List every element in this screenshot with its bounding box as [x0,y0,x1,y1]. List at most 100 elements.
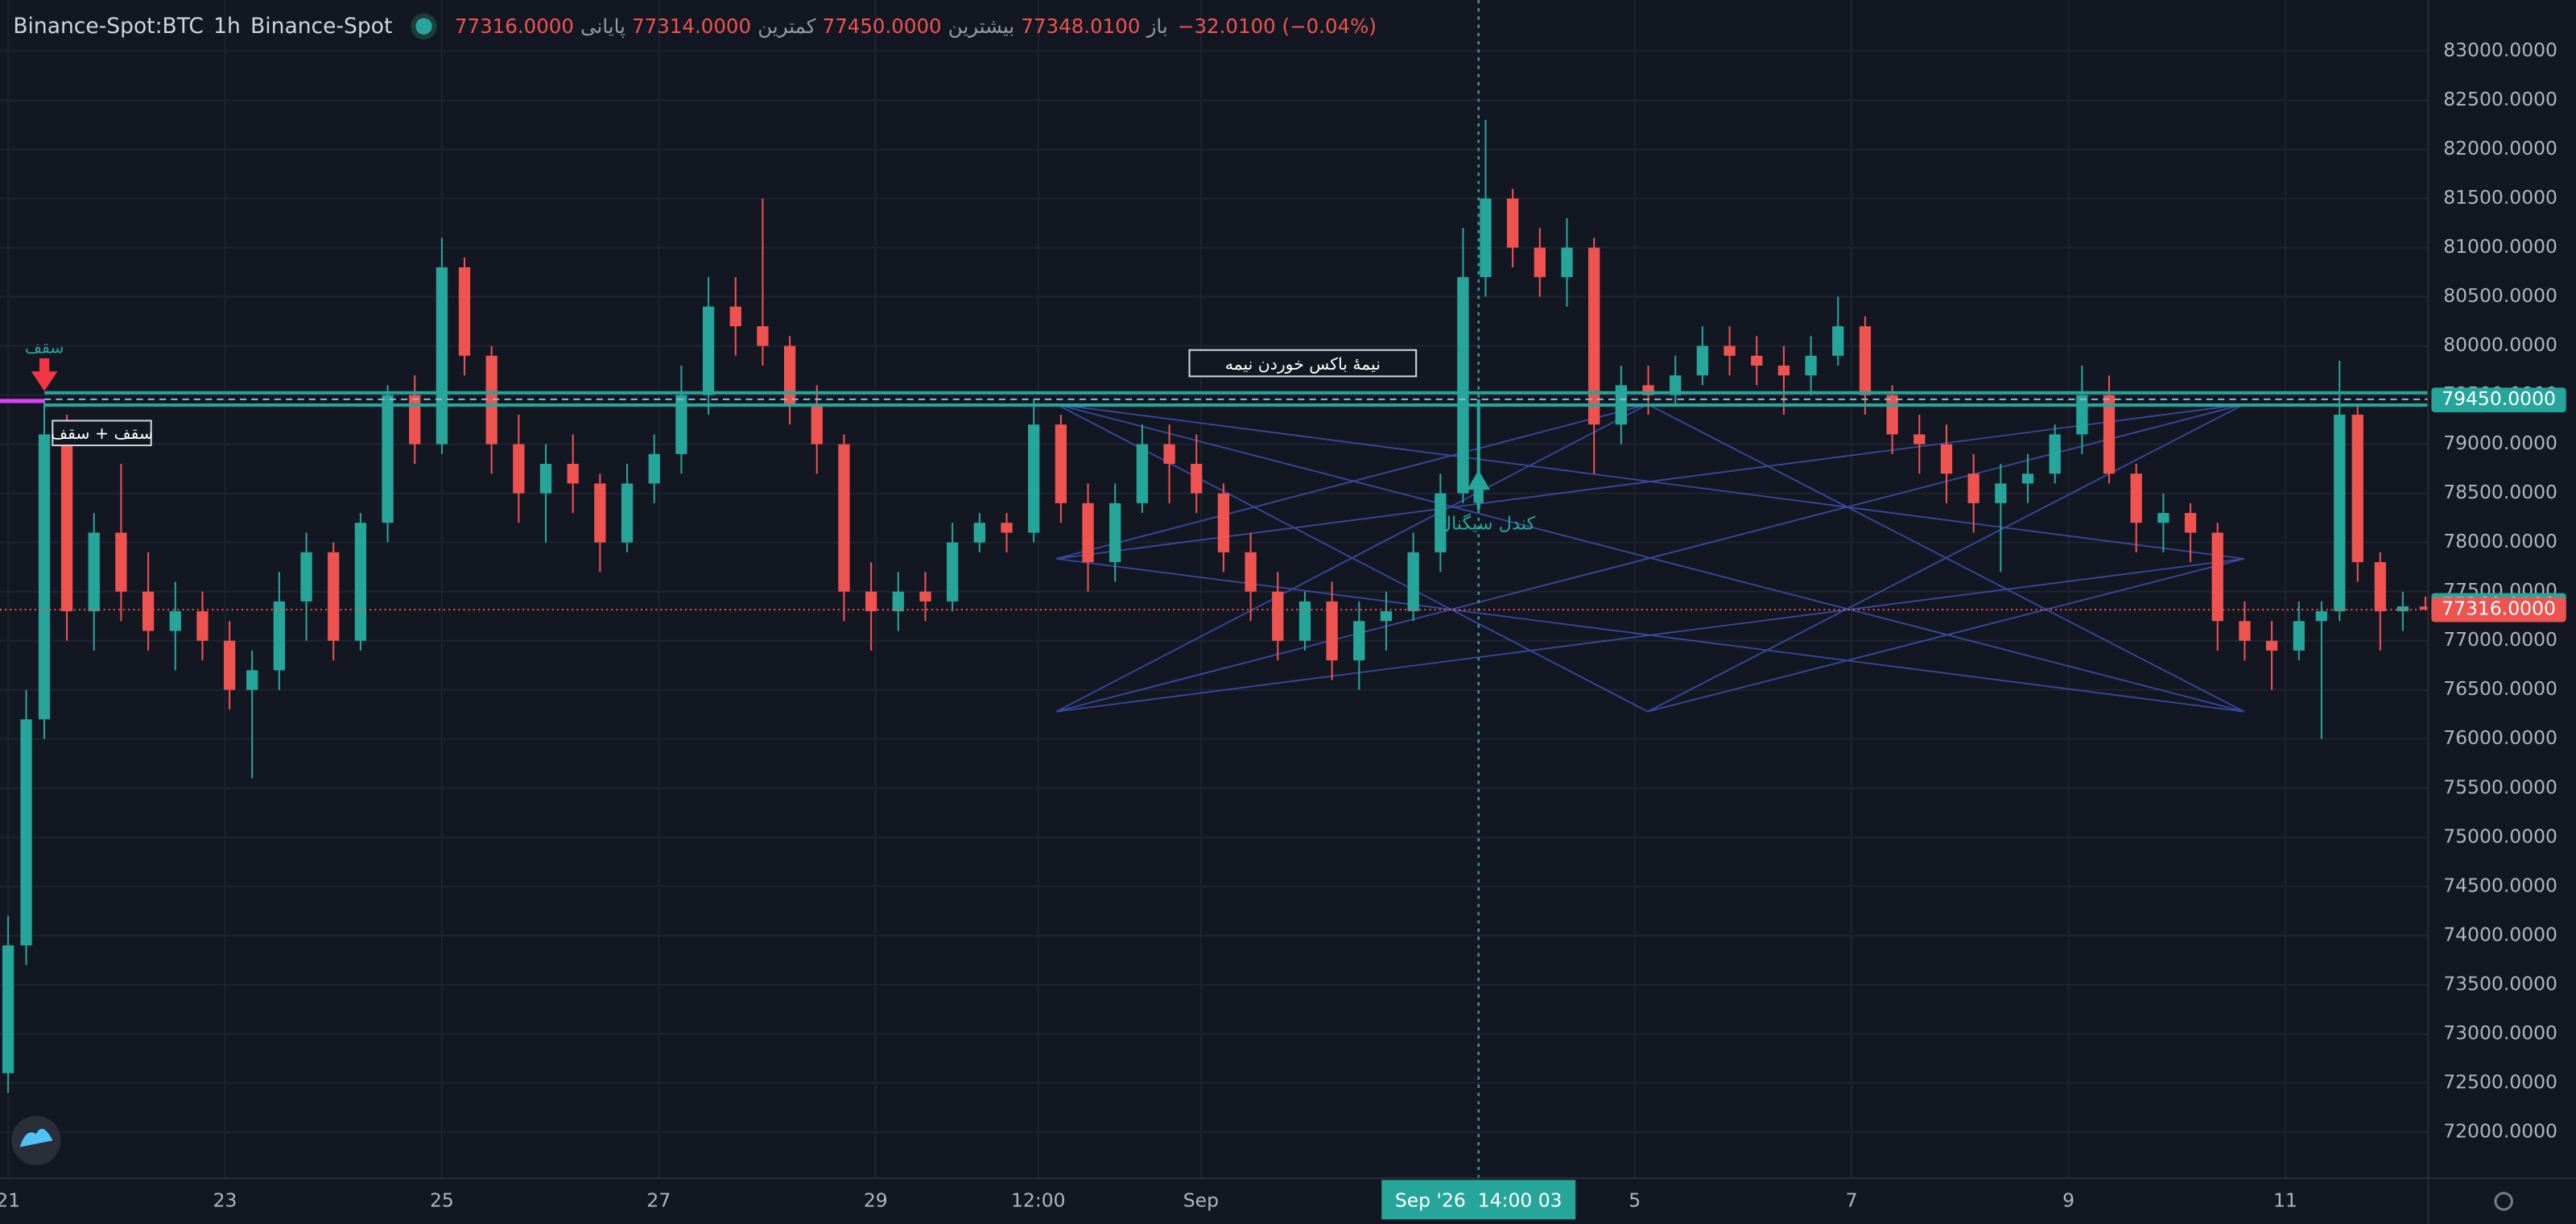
candle-body [1217,493,1230,552]
candle-body [1967,473,1979,503]
x-tick-label: Sep [1183,1189,1219,1211]
candle-body [1886,395,1898,435]
candle-body [382,395,394,523]
price-tag [2431,387,2566,413]
candle-body [729,306,741,327]
axes: 72000.0000 72500.0000 73000.0000 73500.0000… [0,39,2566,1211]
header: Binance-Spot:BTC 1h Binance-Spot باز 7734… [13,10,1377,43]
y-tick-label: 73500.0000 [2443,972,2557,994]
candle-body [1191,464,1203,494]
candle-body [947,542,959,602]
price-tag-label: 79450.0000 [2442,387,2556,410]
pattern-line [1056,403,2244,560]
candle-body [1298,601,1311,641]
ohlc-label: باز [1146,14,1168,38]
candle-body [1082,502,1094,563]
y-tick-label: 80500.0000 [2443,284,2557,307]
candle-body [757,326,769,346]
candle-body [675,395,687,454]
ohlc-value: 77316.0000 [454,14,574,38]
candle-body [1326,601,1338,661]
candle-body [539,464,552,494]
candle-body [2265,640,2278,651]
candle-body [648,453,660,484]
candle-body [328,552,340,641]
y-tick-label: 78500.0000 [2443,481,2557,503]
candle-body [1751,355,1763,366]
y-tick-label: 75500.0000 [2443,775,2557,798]
candle-body [2374,562,2386,612]
candle-body [1724,345,1736,356]
y-tick-label: 74000.0000 [2443,923,2557,945]
settings-icon[interactable] [2494,1192,2513,1211]
y-tick-label: 78000.0000 [2443,530,2557,552]
y-tick-label: 73000.0000 [2443,1021,2557,1044]
candle-body [1832,326,1844,356]
candle-body [436,267,448,445]
candle-body [300,552,312,602]
crosshair-time-label: Sep '26 14:00 03 [1395,1189,1563,1211]
candle-body [594,483,606,543]
candle-body [38,434,51,720]
candle-body [1457,277,1469,494]
candle-body [783,345,796,405]
candle-body [273,601,286,671]
symbol[interactable]: Binance-Spot:BTC [13,14,204,39]
candle-body [2157,513,2169,523]
annotation: کندل سیگنال [1439,513,1536,535]
candle-body [458,267,471,356]
candle-body [1995,483,2007,503]
candle-body [2021,473,2034,484]
crosshair-time-tag [1381,1180,1576,1220]
candle-body [409,395,421,445]
candle-body [919,591,931,602]
x-tick-label: 23 [213,1189,237,1211]
price-tag [2431,597,2566,622]
ohlc-value: 77348.0100 [1021,14,1141,38]
candle-body [1805,355,1817,376]
y-tick-label: 75000.0000 [2443,825,2557,847]
candle-body [1407,552,1419,612]
candle-body [2049,434,2061,474]
candle-body [1670,375,1682,395]
candle-body [169,611,181,631]
candle-body [838,444,850,592]
ohlc-value: 77314.0000 [632,14,752,38]
y-tick-label: 72000.0000 [2443,1119,2557,1142]
x-tick-label: 9 [2062,1189,2074,1211]
candle-body [1534,247,1546,278]
ohlc-label: کمترین [758,14,816,38]
y-tick-label: 77000.0000 [2443,628,2557,651]
candle-body [892,591,904,612]
candle-body [1561,247,1573,278]
candle-body [2103,395,2116,474]
ohlc-label: پایانی [580,14,625,38]
candles [2,119,2432,1094]
annotation-box [1188,349,1418,378]
candle-body [1480,198,1492,278]
interval[interactable]: 1h [213,14,241,39]
y-tick-label: 83000.0000 [2443,39,2557,61]
exchange: Binance-Spot [250,14,393,39]
candle-body [1001,523,1013,533]
candle-body [60,434,73,612]
candle-body [1777,365,1790,376]
candle-body [1435,493,1447,552]
pattern-line [1055,403,1649,713]
candle-body [1588,247,1600,425]
candle-body [354,523,367,641]
annotation: سقف [25,338,64,358]
candle-body [88,532,100,612]
candle-body [1028,424,1040,533]
candle-body [2315,611,2327,622]
y-tick-label: 79000.0000 [2443,432,2557,454]
candle-body [485,355,497,445]
x-tick-label: 12:00 [1011,1189,1066,1211]
y-tick-label: 82000.0000 [2443,137,2557,159]
candle-body [1245,552,1257,592]
change: −32.0100 (−0.04%) [1177,14,1377,38]
candle-body [513,444,525,494]
candle-body [2293,621,2305,651]
